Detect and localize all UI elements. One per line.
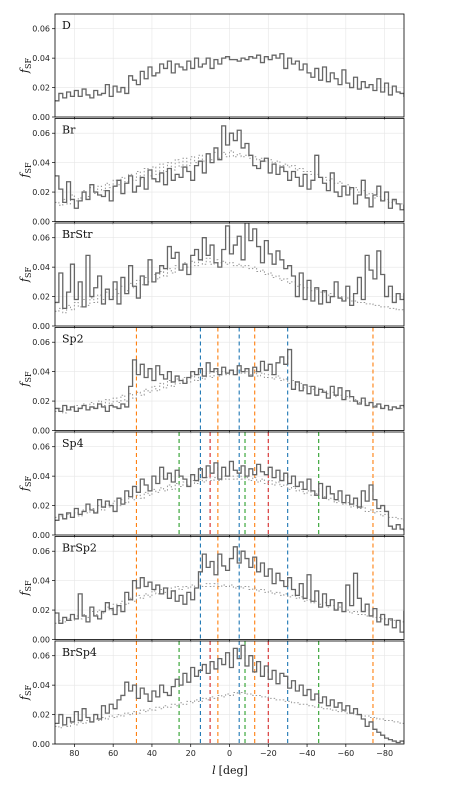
- panel-brstr: 0.00 0.02 0.04 0.06 BrStr fSF: [18, 222, 405, 331]
- y-tick-label: 0.00: [32, 113, 50, 122]
- y-tick-label: 0.04: [32, 159, 50, 168]
- y-axis-subscript: SF: [24, 684, 33, 695]
- y-axis-main: f: [18, 276, 31, 283]
- series-solid: [55, 460, 404, 532]
- x-tick-label: 20: [186, 749, 196, 758]
- y-axis-main: f: [18, 67, 31, 74]
- y-tick-label: 0.02: [32, 293, 50, 302]
- y-axis-subscript: SF: [24, 57, 33, 68]
- series-group: [55, 536, 404, 640]
- series-solid: [55, 348, 404, 413]
- panel-label: Br: [62, 124, 76, 137]
- y-tick-label: 0.00: [32, 322, 50, 331]
- series-dotted: [55, 475, 404, 521]
- series-solid: [55, 546, 404, 633]
- y-tick-label: 0.00: [32, 531, 50, 540]
- y-axis-main: f: [18, 694, 31, 701]
- y-tick-label: 0.04: [32, 577, 50, 586]
- y-axis-main: f: [18, 485, 31, 492]
- y-axis-subscript: SF: [24, 475, 33, 486]
- series-solid: [55, 53, 404, 102]
- x-tick-label: −20: [260, 749, 277, 758]
- y-tick-label: 0.02: [32, 606, 50, 615]
- y-axis-label: fSF: [18, 162, 33, 179]
- y-tick-label: 0.06: [32, 234, 50, 243]
- y-tick-label: 0.02: [32, 84, 50, 93]
- y-tick-label: 0.04: [32, 263, 50, 272]
- y-axis-subscript: SF: [24, 580, 33, 591]
- y-tick-label: 0.06: [32, 652, 50, 661]
- series-dotted: [55, 150, 404, 206]
- series-solid: [55, 644, 404, 744]
- y-tick-label: 0.06: [32, 129, 50, 138]
- series-solid: [55, 223, 404, 309]
- panel-sp2: 0.00 0.02 0.04 0.06 Sp2 fSF: [18, 327, 405, 436]
- series-group: [55, 641, 404, 744]
- y-tick-label: 0.02: [32, 711, 50, 720]
- panel-br: 0.00 0.02 0.04 0.06 Br fSF: [18, 118, 405, 227]
- x-tick-label: −40: [299, 749, 316, 758]
- y-axis-subscript: SF: [24, 371, 33, 382]
- x-tick-label: 60: [108, 749, 118, 758]
- y-tick-label: 0.00: [32, 740, 50, 749]
- y-axis-subscript: SF: [24, 266, 33, 277]
- series-group: [55, 125, 404, 211]
- y-tick-label: 0.00: [32, 218, 50, 227]
- x-tick-label: 0: [227, 749, 232, 758]
- y-axis-label: fSF: [18, 371, 33, 388]
- series-dotted: [55, 369, 404, 414]
- series-dotted: [55, 257, 404, 314]
- y-axis-main: f: [18, 590, 31, 597]
- series-dotted: [55, 692, 404, 729]
- panel-brsp2: 0.00 0.02 0.04 0.06 BrSp2 fSF: [18, 536, 405, 645]
- y-tick-label: 0.04: [32, 472, 50, 481]
- y-axis-main: f: [18, 172, 31, 179]
- y-tick-label: 0.00: [32, 427, 50, 436]
- series-group: [55, 53, 404, 102]
- panel-label: Sp2: [62, 333, 84, 346]
- x-tick-label: 40: [147, 749, 157, 758]
- y-tick-label: 0.04: [32, 54, 50, 63]
- panel-sp4: 0.00 0.02 0.04 0.06 Sp4 fSF: [18, 431, 405, 540]
- x-axis-label: l [deg]: [212, 764, 248, 777]
- y-tick-label: 0.04: [32, 368, 50, 377]
- y-axis-label: fSF: [18, 266, 33, 283]
- panel-label: BrStr: [62, 228, 93, 241]
- y-tick-label: 0.06: [32, 25, 50, 34]
- x-tick-label: −80: [376, 749, 393, 758]
- panel-label: Sp4: [62, 437, 84, 450]
- series-group: [55, 327, 404, 431]
- y-tick-label: 0.02: [32, 502, 50, 511]
- panel-label: BrSp2: [62, 542, 97, 555]
- y-tick-label: 0.06: [32, 443, 50, 452]
- y-tick-label: 0.06: [32, 338, 50, 347]
- y-axis-subscript: SF: [24, 162, 33, 173]
- y-axis-label: fSF: [18, 475, 33, 492]
- y-axis-label: fSF: [18, 684, 33, 701]
- series-dotted: [55, 583, 404, 624]
- y-tick-label: 0.02: [32, 188, 50, 197]
- y-tick-label: 0.00: [32, 636, 50, 645]
- y-tick-label: 0.04: [32, 681, 50, 690]
- y-axis-label: fSF: [18, 580, 33, 597]
- series-group: [55, 223, 404, 314]
- panel-brsp4: 0.00 0.02 0.04 0.06 BrSp4 fSF: [18, 640, 405, 749]
- panel-label: D: [62, 19, 71, 32]
- y-tick-label: 0.06: [32, 547, 50, 556]
- x-tick-label: 80: [69, 749, 79, 758]
- series-group: [55, 432, 404, 535]
- y-axis-label: fSF: [18, 57, 33, 74]
- x-axis-symbol: l: [212, 764, 216, 777]
- series-solid: [55, 125, 404, 211]
- y-axis-main: f: [18, 381, 31, 388]
- x-tick-label: −60: [337, 749, 354, 758]
- panel-label: BrSp4: [62, 646, 97, 659]
- x-axis-unit: [deg]: [219, 764, 248, 777]
- y-tick-label: 0.02: [32, 397, 50, 406]
